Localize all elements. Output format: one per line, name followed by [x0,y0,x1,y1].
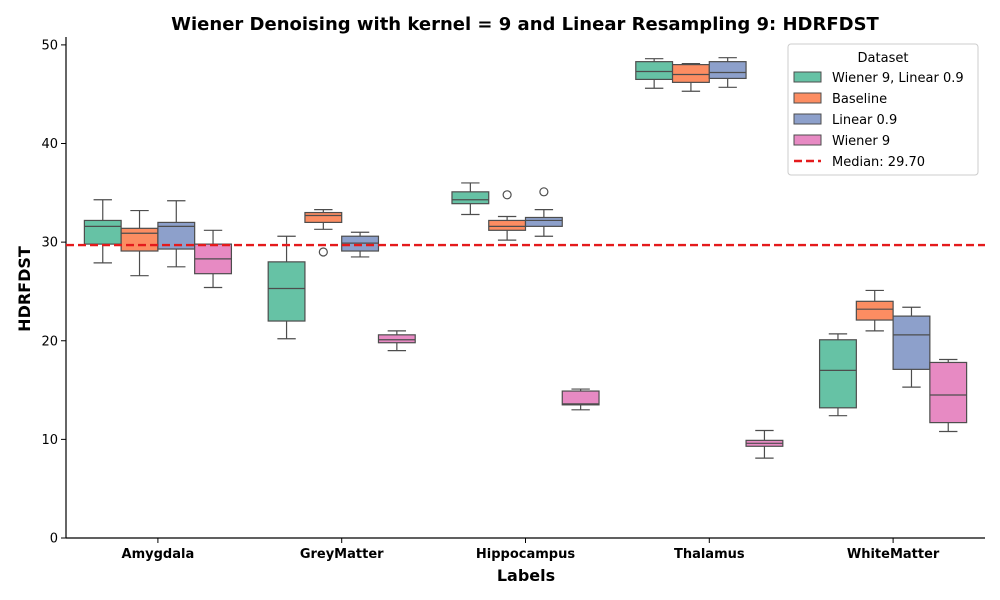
x-tick-label: Thalamus [674,547,745,562]
plot-area: 0 10 20 30 40 50 Amygdala GreyMatter Hippocampus… [41,37,985,562]
chart-title: Wiener Denoising with kernel = 9 and Lin… [171,14,879,35]
box-iqr [635,61,674,81]
x-tick-label: GreyMatter [300,547,384,562]
legend-title: Dataset [858,51,909,66]
box-baseline-thalamus [671,63,710,92]
box-wiener-9-linear-0-9-amygdala [83,199,122,264]
box-wiener-9-linear-0-9-whitematter [818,333,857,417]
legend-frame [787,43,979,176]
y-tick-label: 40 [41,137,58,152]
box-iqr [83,219,122,245]
box-wiener-9-whitematter [929,358,968,433]
box-linear-0-9-hippocampus [524,187,563,237]
outlier-point [318,247,328,257]
legend-entry-label: Wiener 9 [832,134,890,149]
box-iqr [708,61,747,80]
legend: Dataset Wiener 9, Linear 0.9 Baseline Linea… [787,43,979,176]
box-baseline-amygdala [120,209,159,277]
box-wiener-9-linear-0-9-greymatter [267,235,306,340]
box-iqr [929,361,968,424]
box-iqr [267,261,306,322]
y-axis-label: HDRFDST [15,246,34,332]
y-tick-label: 10 [41,433,58,448]
outlier-point [502,190,512,200]
box-iqr [855,300,894,321]
y-tick-label: 50 [41,38,58,53]
box-baseline-hippocampus [488,190,527,241]
box-wiener-9-linear-0-9-hippocampus [451,182,490,216]
outlier-point [539,187,549,197]
legend-swatch [793,92,822,104]
box-baseline-whitematter [855,289,894,332]
box-linear-0-9-whitematter [892,306,931,388]
x-tick-label: WhiteMatter [847,547,940,562]
box-wiener-9-greymatter [377,330,416,352]
box-iqr [377,334,416,344]
box-iqr [304,211,343,224]
box-wiener-9-linear-0-9-thalamus [635,58,674,89]
legend-swatch [793,71,822,83]
x-tick-label: Amygdala [122,547,195,562]
box-wiener-9-thalamus [745,429,784,459]
box-iqr [671,64,710,83]
box-iqr [488,219,527,231]
legend-swatch [793,113,822,125]
box-baseline-greymatter [304,208,343,257]
box-iqr [524,216,563,227]
legend-swatch [793,134,822,146]
box-wiener-9-amygdala [194,229,233,289]
legend-entry-label: Linear 0.9 [832,113,897,128]
box-linear-0-9-amygdala [157,200,196,268]
box-iqr [451,191,490,205]
box-iqr [561,390,600,406]
y-tick-label: 0 [50,532,58,547]
x-axis-label: Labels [497,566,555,585]
legend-entry-label: Wiener 9, Linear 0.9 [832,71,964,86]
box-iqr [892,315,931,370]
box-iqr [120,227,159,252]
box-linear-0-9-thalamus [708,57,747,88]
x-tick-label: Hippocampus [476,547,575,562]
y-tick-label: 30 [41,236,58,251]
y-tick-label: 20 [41,334,58,349]
box-linear-0-9-greymatter [341,231,380,258]
legend-entry-label: Baseline [832,92,887,107]
legend-median-label: Median: 29.70 [832,155,925,170]
box-wiener-9-hippocampus [561,388,600,411]
box-iqr [818,339,857,409]
